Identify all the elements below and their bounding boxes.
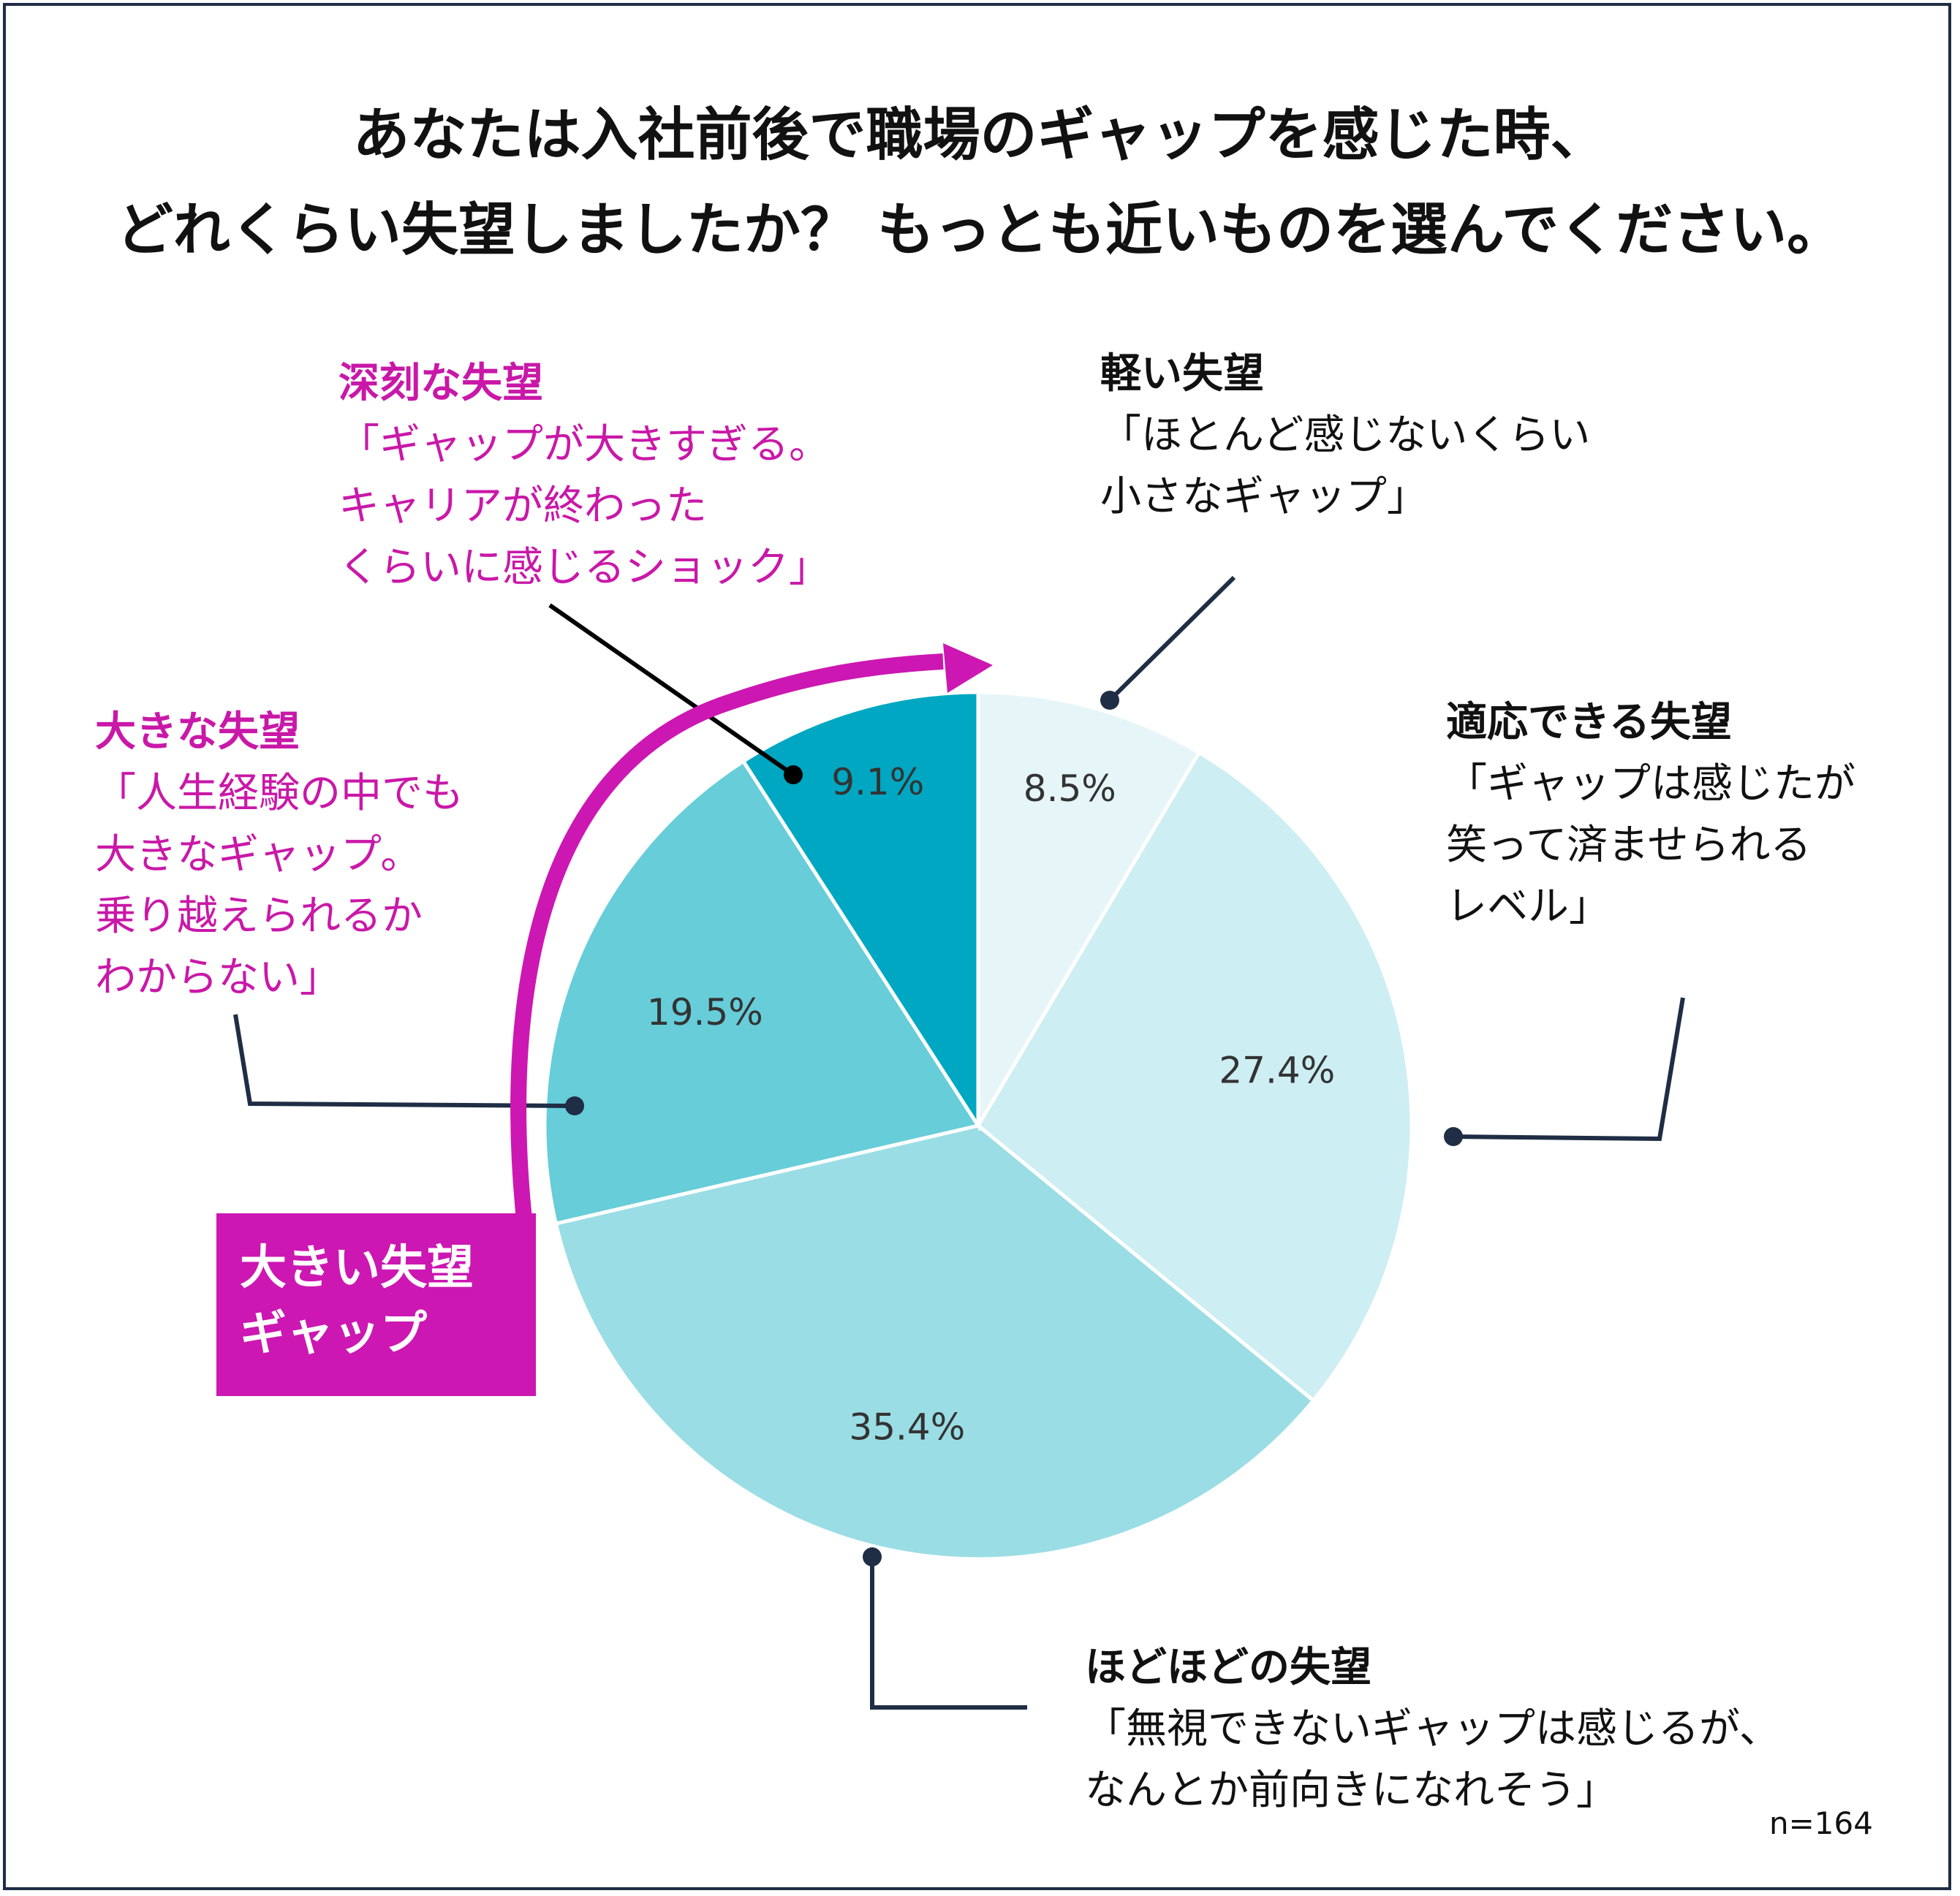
sample-size: n=164 (1769, 1805, 1873, 1841)
label-large-line-2: 大きなギャップ。 (95, 831, 422, 879)
label-large-line-3: 乗り越えられるか (95, 892, 423, 940)
leader-dot-large (565, 1096, 584, 1115)
leader-dot-moderate (863, 1547, 882, 1566)
leader-dot-light (1100, 691, 1119, 710)
pie-slice-light (976, 690, 1202, 1133)
value-label-serious: 9.1% (831, 761, 924, 803)
label-light-heading: 軽い失望 (1100, 350, 1264, 398)
pie-slice-adaptive (975, 750, 1414, 1403)
label-moderate-heading: ほどほどの失望 (1085, 1644, 1371, 1691)
label-moderate-line-2: なんとか前向きになれそう」 (1085, 1767, 1617, 1814)
leader-line-large (233, 1014, 575, 1108)
leader-line-moderate (870, 1557, 1027, 1710)
label-serious-line-1: 「ギャップが大きすぎる。 (338, 421, 830, 469)
large-gap-arrowhead (943, 643, 993, 693)
label-serious-line-2: キャリアが終わった (338, 482, 707, 530)
label-serious-line-3: くらいに感じるショック」 (338, 544, 830, 591)
label-adaptive-line-1: 「ギャップは感じたが (1446, 760, 1855, 808)
label-adaptive: 適応できる失望 「ギャップは感じたが 笑って済ませられる レベル」 (1446, 692, 1855, 938)
large-gap-badge-line-2: ギャップ (240, 1307, 427, 1361)
label-large-line-4: わからない」 (95, 954, 341, 1001)
leader-dot-adaptive (1444, 1127, 1463, 1146)
label-adaptive-line-2: 笑って済ませられる (1446, 822, 1812, 869)
large-gap-badge: 大きい失望 ギャップ (216, 1213, 536, 1396)
leader-dot-serious (784, 765, 803, 784)
label-adaptive-heading: 適応できる失望 (1446, 699, 1732, 746)
pie-slice-moderate (553, 1123, 1316, 1561)
label-large-line-1: 「人生経験の中でも (95, 770, 463, 817)
label-adaptive-line-3: レベル」 (1446, 883, 1610, 930)
leader-line-adaptive (1453, 997, 1685, 1142)
value-label-moderate: 35.4% (849, 1406, 965, 1448)
label-light-line-2: 小さなギャップ」 (1100, 473, 1428, 520)
chart-frame (3, 3, 1951, 1890)
label-light: 軽い失望 「ほとんど感じないくらい 小さなギャップ」 (1100, 344, 1590, 528)
pie-slice-large (542, 759, 982, 1226)
value-label-large: 19.5% (647, 991, 763, 1034)
label-moderate-line-1: 「無視できないギャップは感じるが、 (1085, 1705, 1780, 1753)
leader-line-light (1108, 575, 1236, 702)
value-label-light: 8.5% (1023, 767, 1116, 810)
large-gap-arc (510, 653, 944, 1221)
label-large: 大きな失望 「人生経験の中でも 大きなギャップ。 乗り越えられるか わからない」 (95, 702, 463, 1009)
label-light-line-1: 「ほとんど感じないくらい (1100, 412, 1591, 459)
chart-title-line-1: あなたは入社前後で職場のギャップを感じた時、 (352, 102, 1608, 168)
pie-slice-serious (741, 690, 980, 1132)
label-moderate: ほどほどの失望 「無視できないギャップは感じるが、 なんとか前向きになれそう」 (1085, 1637, 1780, 1821)
label-large-heading: 大きな失望 (95, 708, 300, 756)
large-gap-badge-line-1: 大きい失望 (240, 1241, 474, 1295)
chart-title-line-2: どれくらい失望しましたか？ もっとも近いものを選んでください。 (116, 197, 1844, 263)
value-label-adaptive: 27.4% (1219, 1049, 1335, 1091)
leader-line-serious (548, 603, 795, 777)
label-serious: 深刻な失望 「ギャップが大きすぎる。 キャリアが終わった くらいに感じるショック… (338, 353, 830, 599)
label-serious-heading: 深刻な失望 (338, 360, 543, 407)
